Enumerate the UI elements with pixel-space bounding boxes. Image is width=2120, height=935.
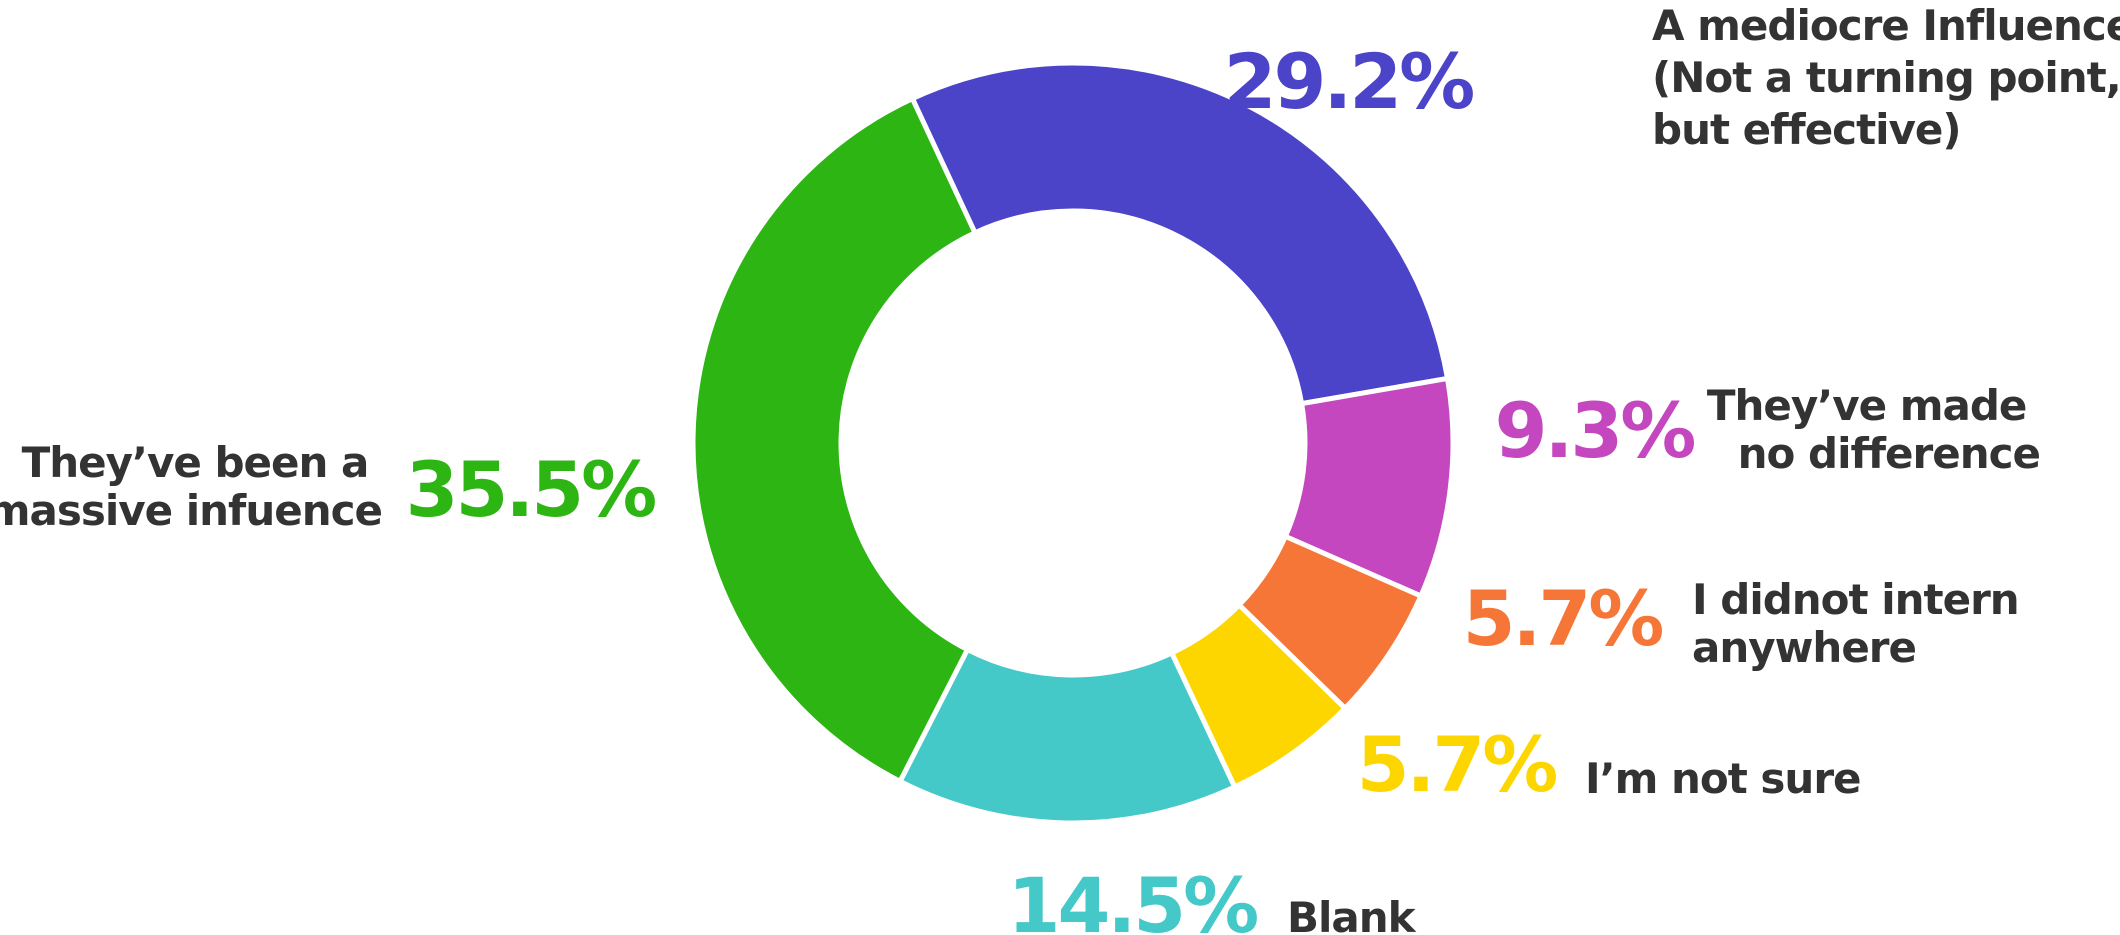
slice-blank bbox=[896, 646, 1239, 826]
label-no-difference-line-1: They’ve made bbox=[1707, 381, 2027, 430]
slice-mediocre-influence bbox=[909, 60, 1451, 407]
pct-label-no-difference: 9.3% bbox=[1495, 386, 1695, 475]
label-mediocre-influence: A mediocre Influence (Not a turning poin… bbox=[1652, 1, 2120, 154]
label-didnot-intern: I didnot intern anywhere bbox=[1692, 575, 2032, 672]
label-didnot-intern-line-2: anywhere bbox=[1692, 623, 1916, 672]
pct-label-blank: 14.5% bbox=[1008, 861, 1258, 935]
label-mediocre-influence-line-2: (Not a turning point, bbox=[1652, 53, 2120, 102]
slice-massive-influence bbox=[690, 95, 979, 785]
label-not-sure: I’m not sure bbox=[1585, 754, 1861, 803]
label-massive-influence-line-2: massive infuence bbox=[0, 486, 382, 535]
label-massive-influence-line-1: They’ve been a bbox=[22, 438, 369, 487]
pct-label-mediocre-influence: 29.2% bbox=[1224, 37, 1474, 126]
label-mediocre-influence-line-1: A mediocre Influence bbox=[1652, 1, 2120, 50]
label-didnot-intern-line-1: I didnot intern bbox=[1692, 575, 2019, 624]
label-no-difference-line-2: no difference bbox=[1738, 429, 2040, 478]
label-massive-influence: They’ve been a massive infuence bbox=[0, 438, 382, 535]
label-mediocre-influence-line-3: but effective) bbox=[1652, 105, 1961, 154]
pct-label-not-sure: 5.7% bbox=[1357, 720, 1557, 809]
label-no-difference: They’ve made no difference bbox=[1707, 381, 2040, 478]
pct-label-didnot-intern: 5.7% bbox=[1463, 574, 1663, 663]
label-blank: Blank bbox=[1287, 893, 1417, 935]
donut-slices bbox=[690, 60, 1456, 826]
pct-label-massive-influence: 35.5% bbox=[406, 445, 656, 534]
